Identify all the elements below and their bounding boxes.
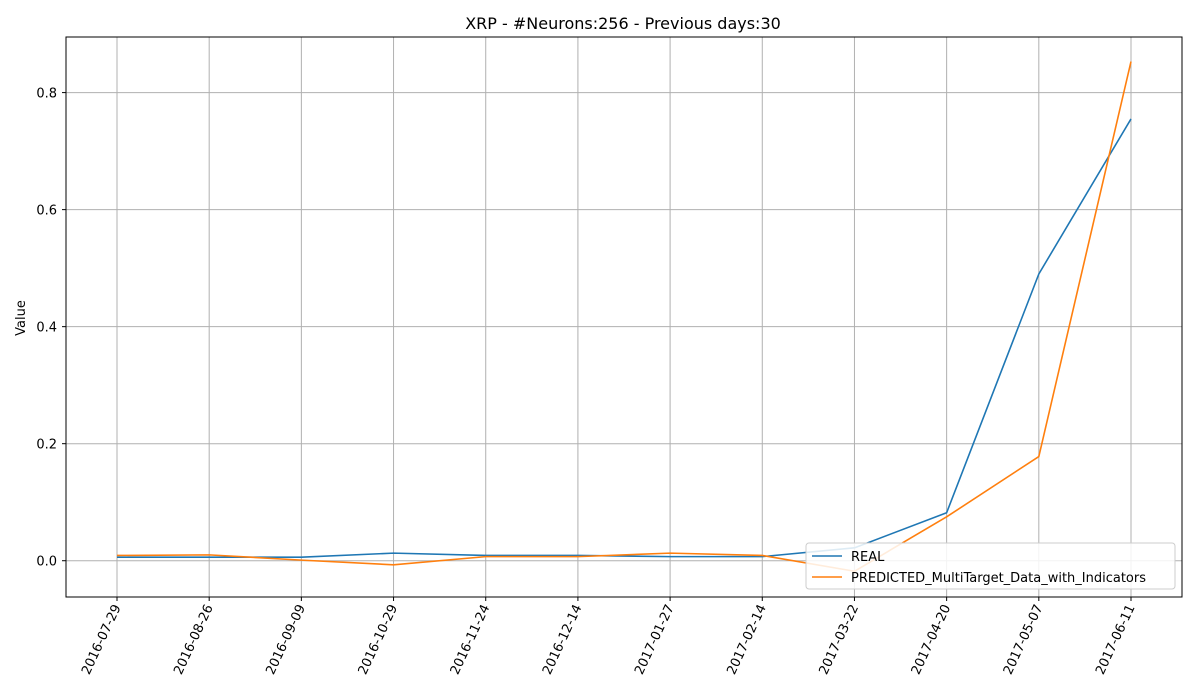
y-tick-label: 0.8 (36, 87, 57, 102)
y-tick-label: 0.2 (36, 438, 57, 453)
y-tick-label: 0.4 (36, 321, 57, 336)
y-tick-label: 0.0 (36, 555, 57, 570)
y-axis-label: Value (14, 300, 29, 336)
chart-title: XRP - #Neurons:256 - Previous days:30 (465, 14, 781, 33)
legend-label: PREDICTED_MultiTarget_Data_with_Indicato… (851, 571, 1146, 586)
y-tick-label: 0.6 (36, 204, 57, 219)
legend: REAL PREDICTED_MultiTarget_Data_with_Indi… (806, 543, 1175, 589)
legend-label: REAL (851, 550, 885, 565)
